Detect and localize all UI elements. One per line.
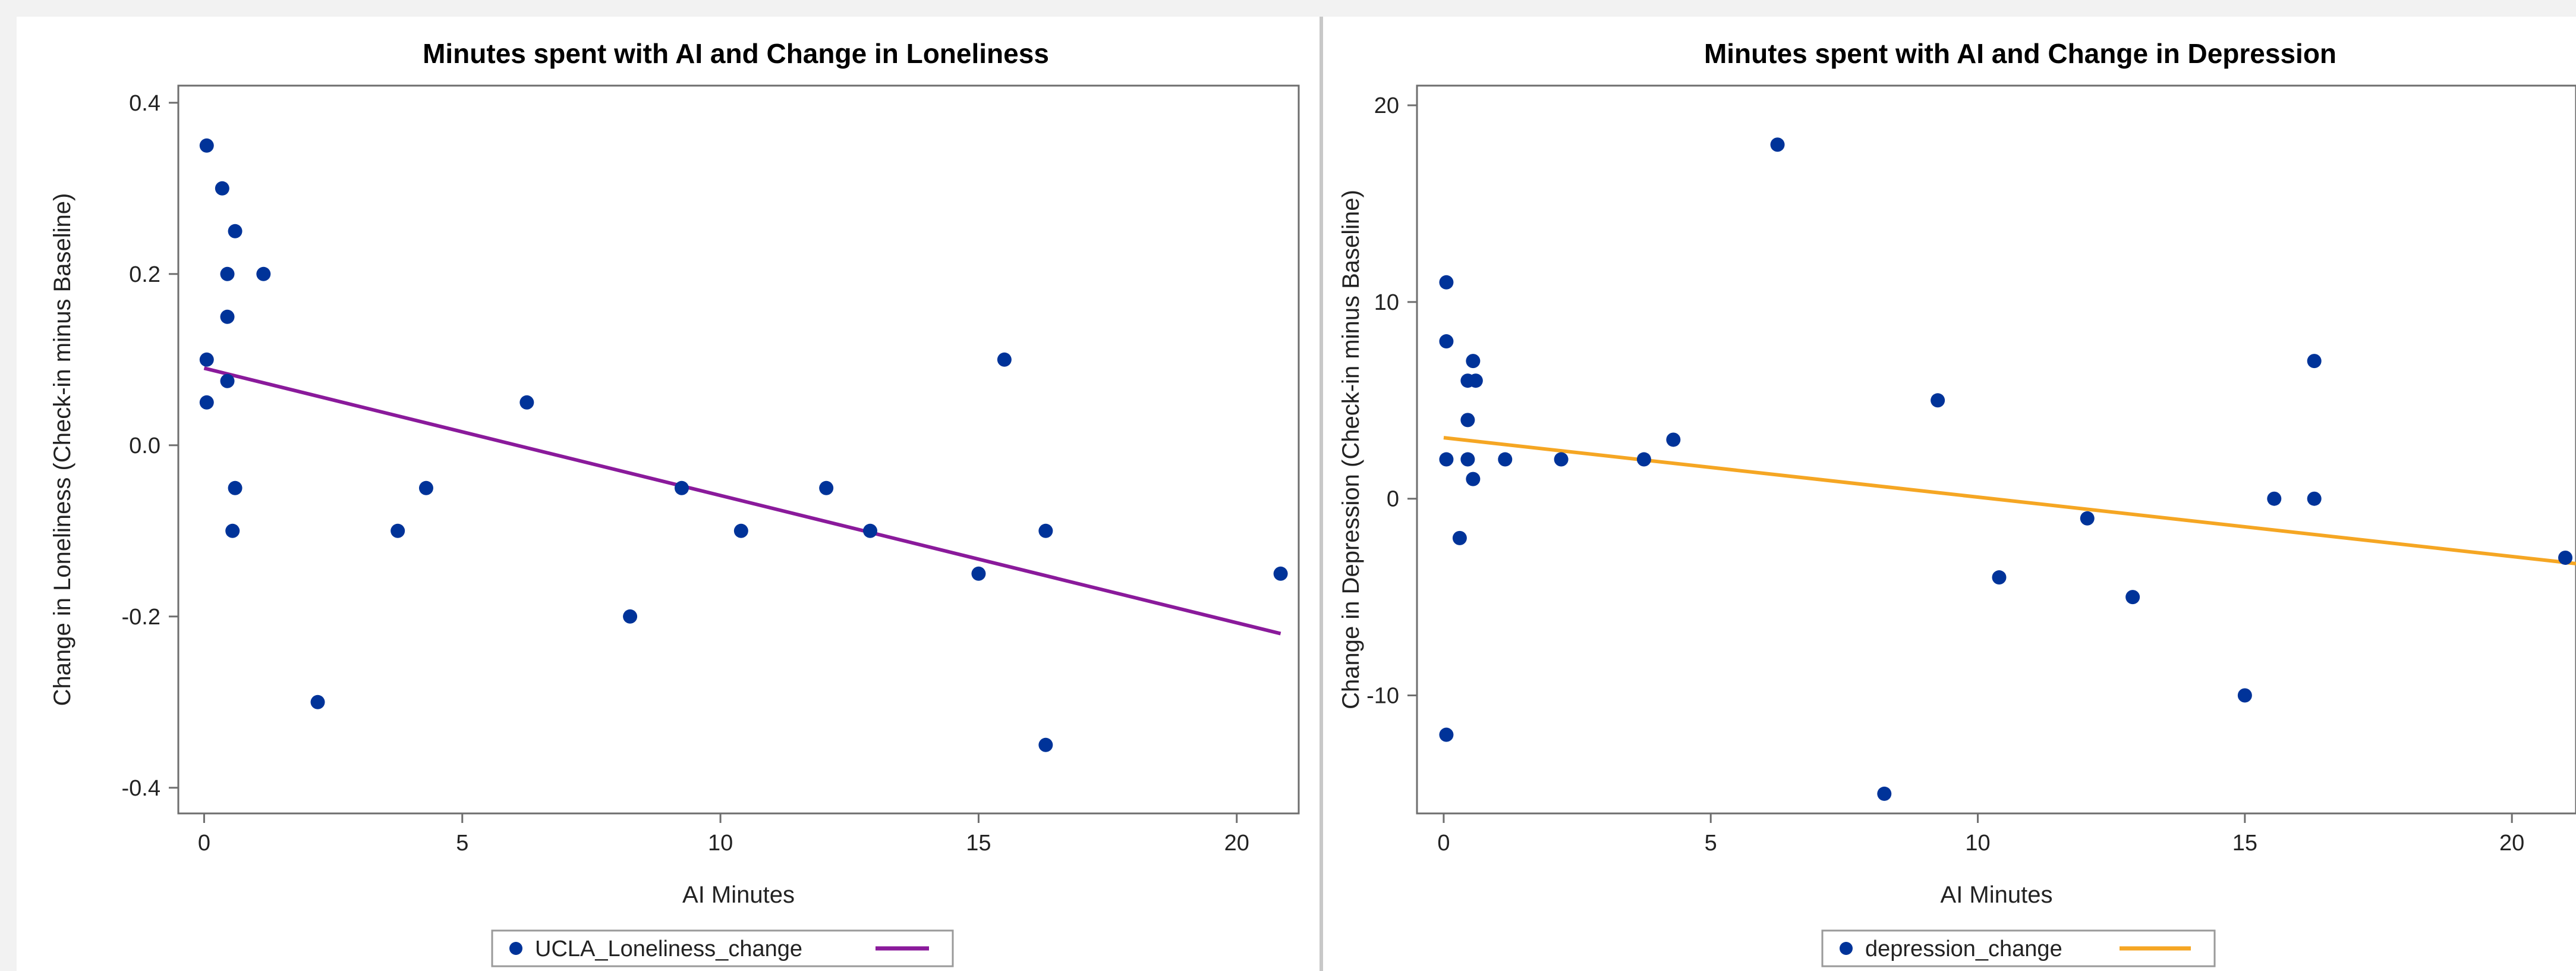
data-point xyxy=(2558,550,2573,565)
data-point xyxy=(997,352,1012,367)
x-axis-label: AI Minutes xyxy=(682,882,795,908)
data-point xyxy=(220,309,235,324)
data-point xyxy=(2080,511,2095,526)
data-point xyxy=(1770,137,1785,152)
data-point xyxy=(1439,334,1454,349)
data-point xyxy=(1468,373,1483,388)
x-tick-label: 20 xyxy=(1224,831,1249,856)
data-point xyxy=(256,266,271,281)
data-point xyxy=(391,523,405,538)
data-point xyxy=(674,480,689,495)
data-point xyxy=(2237,688,2252,703)
data-point xyxy=(1439,452,1454,467)
x-tick-label: 20 xyxy=(2499,831,2524,856)
data-point xyxy=(228,224,243,238)
data-point xyxy=(2267,491,2282,506)
data-point xyxy=(1466,472,1481,486)
data-point xyxy=(199,138,214,153)
data-point xyxy=(819,480,834,495)
depression-chart: Minutes spent with AI and Change in Depr… xyxy=(1338,38,2576,967)
legend-label: UCLA_Loneliness_change xyxy=(535,937,802,961)
y-tick-label: 0.4 xyxy=(129,91,160,116)
data-point xyxy=(1877,786,1892,801)
y-tick-label: -10 xyxy=(1366,684,1399,709)
y-axis-label: Change in Depression (Check-in minus Bas… xyxy=(1338,190,1364,709)
data-point xyxy=(1666,432,1681,447)
data-point xyxy=(225,523,240,538)
data-point xyxy=(1460,413,1475,428)
legend-label: depression_change xyxy=(1865,937,2062,961)
x-tick-label: 15 xyxy=(2232,831,2257,856)
data-point xyxy=(1038,737,1053,752)
data-point xyxy=(220,373,235,388)
data-point xyxy=(199,395,214,410)
data-point xyxy=(1992,570,2007,585)
loneliness-chart: Minutes spent with AI and Change in Lone… xyxy=(49,38,1300,967)
legend-marker-dot xyxy=(509,942,522,955)
x-tick-label: 15 xyxy=(966,831,991,856)
data-point xyxy=(310,695,325,709)
data-point xyxy=(1554,452,1569,467)
data-point xyxy=(863,523,878,538)
data-point xyxy=(228,480,243,495)
plot-frame xyxy=(177,84,1300,815)
y-tick-label: 0.0 xyxy=(129,433,160,458)
data-point xyxy=(1498,452,1513,467)
chart-title: Minutes spent with AI and Change in Lone… xyxy=(423,38,1049,69)
data-point xyxy=(418,480,433,495)
data-point xyxy=(1038,523,1053,538)
y-tick-label: 0 xyxy=(1387,487,1399,512)
data-point xyxy=(1466,354,1481,369)
data-point xyxy=(220,266,235,281)
loneliness-chart-panel: Minutes spent with AI and Change in Lone… xyxy=(17,17,1320,971)
data-point xyxy=(1439,727,1454,742)
x-tick-label: 10 xyxy=(1965,831,1990,856)
data-point xyxy=(1273,566,1288,581)
data-point xyxy=(1439,275,1454,290)
data-point xyxy=(971,566,986,581)
data-point xyxy=(1931,393,1945,408)
x-tick-label: 0 xyxy=(1437,831,1450,856)
legend-marker-dot xyxy=(1840,942,1853,955)
y-tick-label: 0.2 xyxy=(129,262,160,287)
chart-title: Minutes spent with AI and Change in Depr… xyxy=(1704,38,2336,69)
x-tick-label: 0 xyxy=(198,831,210,856)
data-point xyxy=(1452,530,1467,545)
x-tick-label: 10 xyxy=(708,831,733,856)
regression-line xyxy=(203,366,1281,636)
depression-chart-panel: Minutes spent with AI and Change in Depr… xyxy=(1323,17,2576,971)
x-axis-label: AI Minutes xyxy=(1941,882,2053,908)
regression-line xyxy=(1443,436,2576,565)
data-point xyxy=(199,352,214,367)
data-point xyxy=(519,395,534,410)
x-tick-label: 5 xyxy=(1705,831,1717,856)
data-point xyxy=(1636,452,1651,467)
data-point xyxy=(733,523,748,538)
data-point xyxy=(623,609,638,624)
y-axis-label: Change in Loneliness (Check-in minus Bas… xyxy=(49,193,75,706)
y-tick-label: -0.2 xyxy=(122,605,160,630)
data-point xyxy=(2125,590,2140,605)
y-tick-label: 10 xyxy=(1374,290,1399,315)
data-point xyxy=(2307,354,2322,369)
y-tick-label: -0.4 xyxy=(122,776,160,801)
data-point xyxy=(215,181,229,196)
data-point xyxy=(1460,452,1475,467)
x-tick-label: 5 xyxy=(456,831,468,856)
plot-frame xyxy=(1416,84,2576,815)
data-point xyxy=(2307,491,2322,506)
panel-divider xyxy=(1320,17,1323,971)
y-tick-label: 20 xyxy=(1374,93,1399,118)
